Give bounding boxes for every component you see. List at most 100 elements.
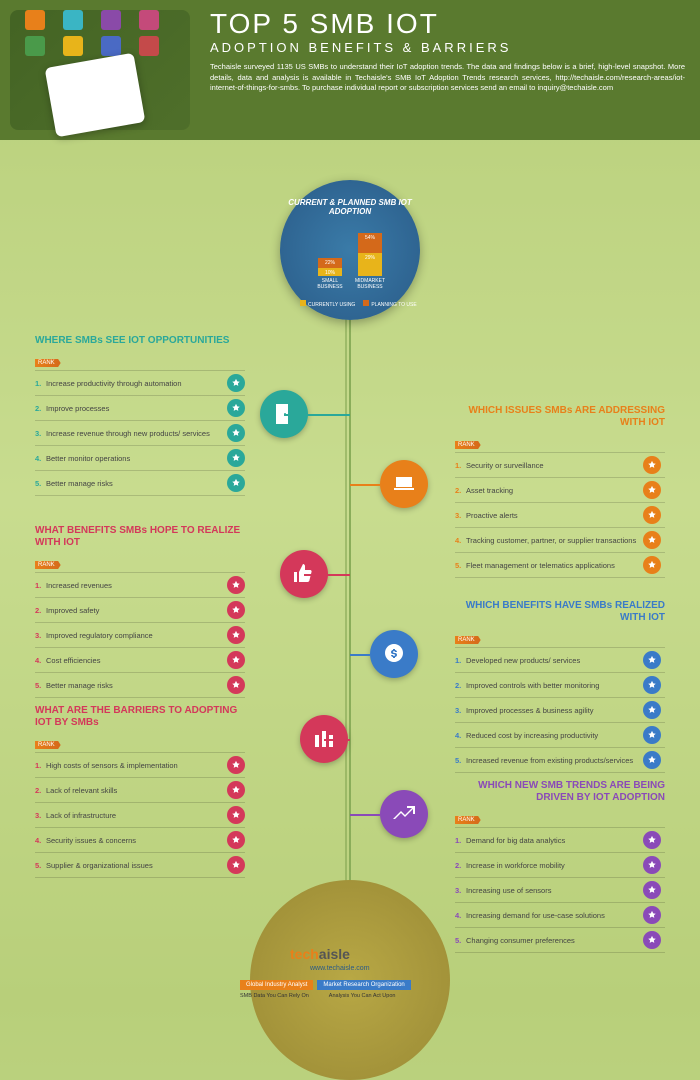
item-text: Improved processes & business agility	[466, 706, 643, 715]
legend-item: CURRENTLY USING	[300, 300, 355, 308]
bar-group: 10%22%SMALL BUSINESS	[315, 258, 345, 290]
item-number: 1.	[35, 581, 43, 590]
branch-line	[304, 574, 350, 576]
item-text: Improved regulatory compliance	[46, 631, 223, 640]
cloud-icon	[101, 10, 121, 30]
node-money-icon	[370, 630, 418, 678]
item-text: Supplier & organizational issues	[46, 861, 223, 870]
footer-tags: Global Industry AnalystMarket Research O…	[240, 980, 411, 990]
item-icon	[227, 601, 245, 619]
list-item: 3.Lack of infrastructure	[35, 803, 245, 828]
item-text: High costs of sensors & implementation	[46, 761, 223, 770]
item-number: 2.	[455, 681, 463, 690]
logo-pre: tech	[290, 946, 319, 962]
section-title: WHICH NEW SMB TRENDS ARE BEING DRIVEN BY…	[455, 780, 665, 804]
rank-badge: RANK	[35, 561, 61, 569]
item-number: 4.	[455, 911, 463, 920]
item-number: 4.	[455, 536, 463, 545]
item-text: Increase revenue through new products/ s…	[46, 429, 223, 438]
chart-bars: 10%22%SMALL BUSINESS29%54%MIDMARKET BUSI…	[310, 230, 390, 290]
item-number: 3.	[35, 811, 43, 820]
rank-badge: RANK	[35, 741, 61, 749]
item-icon	[227, 651, 245, 669]
branch-line	[324, 739, 350, 741]
item-icon	[643, 651, 661, 669]
section-title: WHAT BENEFITS SMBs HOPE TO REALIZE WITH …	[35, 525, 245, 549]
item-text: Better manage risks	[46, 681, 223, 690]
item-icon	[643, 751, 661, 769]
item-text: Increasing demand for use-case solutions	[466, 911, 643, 920]
footer-url: www.techaisle.com	[310, 965, 370, 972]
list-item: 2.Improved controls with better monitori…	[455, 673, 665, 698]
item-icon	[227, 576, 245, 594]
item-icon	[643, 726, 661, 744]
list-item: 5.Supplier & organizational issues	[35, 853, 245, 878]
item-text: Increased revenue from existing products…	[466, 756, 643, 765]
item-text: Increase in workforce mobility	[466, 861, 643, 870]
footer-sub-text: Analysis You Can Act Upon	[329, 993, 396, 999]
main-infographic: CURRENT & PLANNED SMB IOT ADOPTION 10%22…	[0, 140, 700, 940]
footer-tag: Global Industry Analyst	[240, 980, 313, 990]
adoption-chart: CURRENT & PLANNED SMB IOT ADOPTION 10%22…	[280, 180, 420, 320]
footer-logo: techaisle	[290, 946, 350, 962]
item-text: Lack of relevant skills	[46, 786, 223, 795]
list-item: 5.Better manage risks	[35, 471, 245, 496]
item-text: Tracking customer, partner, or supplier …	[466, 536, 643, 545]
footer-subtitles: SMB Data You Can Rely On Analysis You Can…	[240, 993, 395, 999]
list-item: 2.Increase in workforce mobility	[455, 853, 665, 878]
item-text: Developed new products/ services	[466, 656, 643, 665]
item-number: 5.	[455, 756, 463, 765]
list-item: 1.Developed new products/ services	[455, 648, 665, 673]
item-icon	[643, 456, 661, 474]
item-icon	[227, 856, 245, 874]
node-laptop-icon	[380, 460, 428, 508]
item-icon	[227, 676, 245, 694]
cloud-icon	[63, 10, 83, 30]
cloud-icon	[25, 36, 45, 56]
item-icon	[227, 756, 245, 774]
item-text: Better manage risks	[46, 479, 223, 488]
list-item: 1.Increase productivity through automati…	[35, 371, 245, 396]
legend-item: PLANNING TO USE	[363, 300, 416, 308]
list-item: 2.Lack of relevant skills	[35, 778, 245, 803]
item-icon	[227, 424, 245, 442]
list-item: 1.Demand for big data analytics	[455, 828, 665, 853]
list-item: 4.Tracking customer, partner, or supplie…	[455, 528, 665, 553]
stem-line	[349, 260, 351, 920]
footer-sub-text: SMB Data You Can Rely On	[240, 993, 309, 999]
subtitle: ADOPTION BENEFITS & BARRIERS	[210, 40, 511, 55]
item-number: 2.	[35, 404, 43, 413]
node-growth-icon	[380, 790, 428, 838]
item-number: 2.	[35, 786, 43, 795]
section-title: WHAT ARE THE BARRIERS TO ADOPTING IOT BY…	[35, 705, 245, 729]
item-text: Security or surveillance	[466, 461, 643, 470]
item-number: 3.	[35, 631, 43, 640]
item-icon	[227, 626, 245, 644]
list-item: 1.Increased revenues	[35, 573, 245, 598]
item-text: Increase productivity through automation	[46, 379, 223, 388]
rank-badge: RANK	[455, 636, 481, 644]
item-number: 4.	[455, 731, 463, 740]
item-number: 2.	[35, 606, 43, 615]
section-items: 1.High costs of sensors & implementation…	[35, 752, 245, 878]
section-title: WHICH BENEFITS HAVE SMBs REALIZED WITH I…	[455, 600, 665, 624]
logo-post: aisle	[319, 946, 350, 962]
stem-line-shadow	[345, 260, 347, 920]
item-text: Improved safety	[46, 606, 223, 615]
item-icon	[227, 831, 245, 849]
item-icon	[227, 781, 245, 799]
item-number: 4.	[35, 836, 43, 845]
item-number: 1.	[455, 656, 463, 665]
section-barriers: WHAT ARE THE BARRIERS TO ADOPTING IOT BY…	[35, 705, 245, 878]
item-icon	[643, 531, 661, 549]
item-text: Increasing use of sensors	[466, 886, 643, 895]
list-item: 2.Improve processes	[35, 396, 245, 421]
item-icon	[643, 481, 661, 499]
item-number: 1.	[455, 461, 463, 470]
item-text: Demand for big data analytics	[466, 836, 643, 845]
cloud-icon	[139, 36, 159, 56]
branch-line	[350, 654, 370, 656]
cloud-icon	[63, 36, 83, 56]
item-icon	[643, 506, 661, 524]
item-number: 5.	[35, 479, 43, 488]
